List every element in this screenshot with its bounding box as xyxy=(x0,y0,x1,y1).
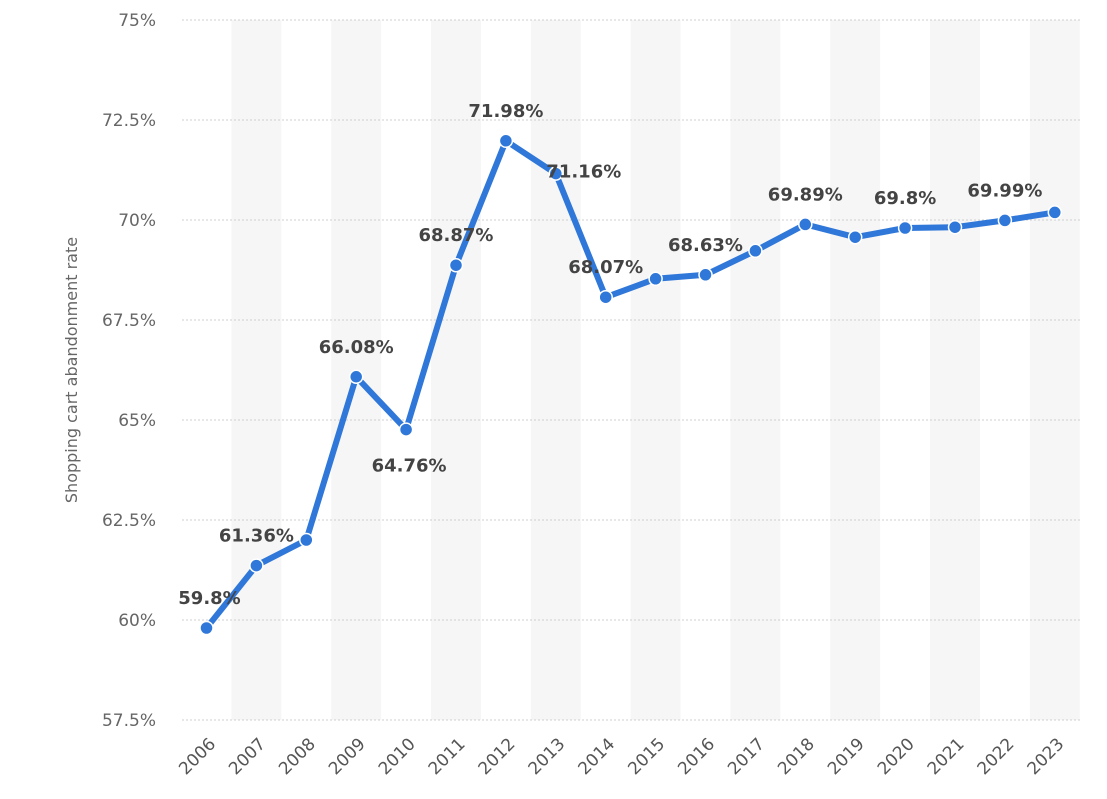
data-label-2006: 59.8% xyxy=(178,588,240,609)
x-tick-label: 2015 xyxy=(624,734,669,779)
x-tick-label: 2006 xyxy=(175,734,220,779)
y-tick-label: 65% xyxy=(118,411,156,431)
data-label-2011: 68.87% xyxy=(419,225,494,246)
gridlines xyxy=(182,19,1080,721)
band-2023 xyxy=(1029,20,1080,720)
x-tick-label: 2022 xyxy=(974,734,1019,779)
data-label-2022: 69.99% xyxy=(967,180,1042,201)
y-tick-label: 72.5% xyxy=(102,111,156,131)
band-2019 xyxy=(830,20,881,720)
band-2011 xyxy=(431,20,481,720)
data-point-2016[interactable] xyxy=(698,267,713,283)
x-tick-label: 2016 xyxy=(674,734,719,779)
data-point-2022[interactable] xyxy=(997,213,1013,228)
data-label-2007: 61.36% xyxy=(219,526,294,547)
band-2021 xyxy=(930,20,980,720)
band-2015 xyxy=(630,20,681,720)
x-axis-ticks: 2006 2007 2008 2009 2010 2011 2012 2013 2014 2015… xyxy=(175,734,1068,779)
data-point-2008[interactable] xyxy=(299,532,314,548)
y-tick-label: 60% xyxy=(118,611,156,631)
series-line xyxy=(203,137,1058,631)
data-point-2021[interactable] xyxy=(947,219,963,235)
data-point-2010[interactable] xyxy=(398,422,414,437)
data-point-2014[interactable] xyxy=(598,289,613,305)
data-label-2018: 69.89% xyxy=(768,184,843,205)
y-tick-label: 62.5% xyxy=(102,511,156,531)
data-label-2013: 71.16% xyxy=(546,162,621,183)
data-point-2006[interactable] xyxy=(199,620,214,636)
y-tick-label: 70% xyxy=(118,211,156,231)
data-point-2020[interactable] xyxy=(897,220,913,236)
data-point-2023[interactable] xyxy=(1047,205,1063,220)
x-tick-label: 2020 xyxy=(874,734,919,779)
data-point-2019[interactable] xyxy=(847,229,863,245)
data-label-2014: 68.07% xyxy=(568,257,643,278)
y-axis-label: Shopping cart abandonment rate xyxy=(62,237,81,503)
x-tick-label: 2011 xyxy=(425,734,470,779)
data-point-2007[interactable] xyxy=(249,558,264,573)
x-tick-label: 2013 xyxy=(525,734,570,779)
x-tick-label: 2012 xyxy=(475,734,520,779)
data-labels: 59.8% 61.36% 66.08% 64.76% 68.87% 71.98% 71.16… xyxy=(178,101,1042,609)
x-tick-label: 2019 xyxy=(824,734,869,779)
x-tick-label: 2023 xyxy=(1024,734,1069,779)
data-point-2012[interactable] xyxy=(498,133,514,149)
y-axis-ticks: 57.5% 60% 62.5% 65% 67.5% 70% 72.5% 75% xyxy=(102,11,156,731)
x-tick-label: 2014 xyxy=(575,734,620,779)
data-label-2016: 68.63% xyxy=(668,235,743,256)
data-points xyxy=(199,133,1063,636)
x-tick-label: 2017 xyxy=(724,734,769,779)
data-point-2015[interactable] xyxy=(648,271,663,287)
x-tick-label: 2007 xyxy=(225,734,270,779)
y-tick-label: 75% xyxy=(118,11,156,31)
x-tick-label: 2021 xyxy=(924,734,969,779)
band-2017 xyxy=(730,20,781,720)
data-point-2013[interactable] xyxy=(548,166,564,181)
data-label-2010: 64.76% xyxy=(372,456,447,477)
band-2013 xyxy=(530,20,581,720)
band-2007 xyxy=(231,20,282,720)
y-tick-label: 57.5% xyxy=(102,711,156,731)
x-tick-label: 2010 xyxy=(375,734,420,779)
data-point-2011[interactable] xyxy=(448,257,464,273)
alternating-year-bands xyxy=(231,20,1080,720)
x-tick-label: 2018 xyxy=(774,734,819,779)
data-point-2018[interactable] xyxy=(798,217,813,232)
data-label-2020: 69.8% xyxy=(874,188,936,209)
data-point-2017[interactable] xyxy=(748,243,763,259)
data-point-2009[interactable] xyxy=(348,369,364,385)
x-tick-label: 2008 xyxy=(275,734,320,779)
y-tick-label: 67.5% xyxy=(102,311,156,331)
data-label-2012: 71.98% xyxy=(468,101,543,122)
data-label-2009: 66.08% xyxy=(319,337,394,358)
x-tick-label: 2009 xyxy=(325,734,370,779)
